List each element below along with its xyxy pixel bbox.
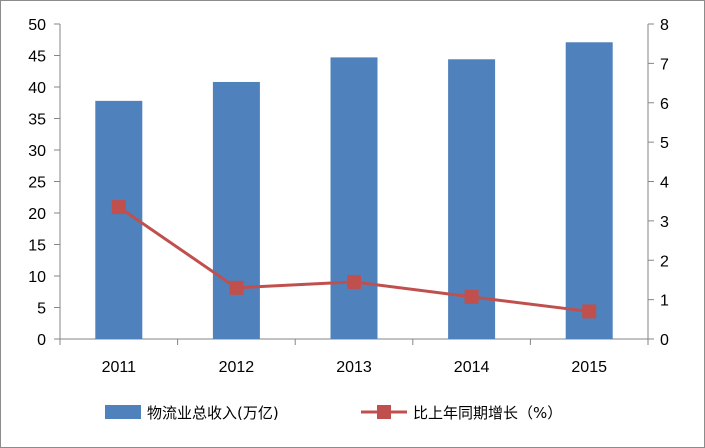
x-tick-label: 2012 (219, 359, 255, 376)
bar-series (95, 42, 613, 340)
legend-line-marker (377, 405, 391, 419)
bar-2012 (212, 81, 260, 340)
x-tick-label: 2013 (336, 359, 372, 376)
y-tick-label: 35 (28, 112, 46, 129)
bar-2013 (330, 57, 378, 339)
bar-2011 (95, 100, 143, 339)
legend-line-label: 比上年同期增长（%） (413, 404, 562, 422)
legend-bar-swatch (105, 405, 141, 419)
legend-bar-label: 物流业总收入(万亿) (147, 404, 279, 422)
y-tick-label: 5 (37, 301, 46, 318)
x-tick-label: 2015 (571, 359, 607, 376)
y2-tick-label: 1 (660, 293, 669, 310)
y-tick-label: 50 (28, 17, 46, 34)
line-series (111, 200, 597, 319)
x-tick-label: 2011 (102, 359, 137, 376)
line-point-2015 (582, 304, 597, 319)
y2-tick-label: 7 (660, 56, 669, 73)
y2-tick-label: 5 (660, 135, 669, 152)
x-tick-label: 2014 (454, 359, 490, 376)
y2-tick-label: 2 (660, 253, 669, 270)
line-point-2012 (229, 280, 244, 295)
y-tick-label: 20 (28, 206, 46, 223)
legend: 物流业总收入(万亿) 比上年同期增长（%） (105, 404, 562, 422)
y2-tick-label: 3 (660, 214, 669, 231)
y2-tick-label: 0 (660, 332, 669, 349)
y2-tick-label: 4 (660, 175, 669, 192)
line-point-2014 (464, 289, 479, 304)
y-tick-label: 30 (28, 143, 46, 160)
line-point-2013 (347, 274, 361, 289)
bar-2015 (565, 42, 613, 340)
y-tick-label: 45 (28, 49, 46, 66)
y-tick-label: 40 (28, 80, 46, 97)
line-point-2011 (111, 200, 126, 215)
y-tick-label: 0 (37, 332, 46, 349)
y-tick-label: 10 (28, 269, 46, 286)
y2-tick-label: 6 (660, 96, 669, 113)
y-tick-label: 15 (28, 238, 46, 255)
y-tick-label: 25 (28, 175, 46, 192)
y2-tick-label: 8 (660, 17, 669, 34)
